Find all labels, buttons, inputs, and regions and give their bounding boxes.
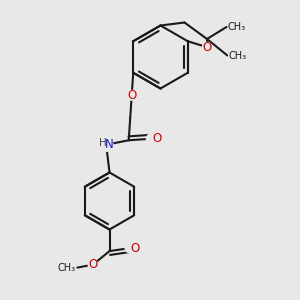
Text: CH₃: CH₃ xyxy=(228,22,246,32)
Text: O: O xyxy=(127,89,136,102)
Text: CH₃: CH₃ xyxy=(58,262,76,273)
Text: H: H xyxy=(99,138,107,148)
Circle shape xyxy=(127,90,136,100)
Text: CH₃: CH₃ xyxy=(229,50,247,61)
Circle shape xyxy=(125,243,135,253)
Text: O: O xyxy=(203,41,212,54)
Text: O: O xyxy=(152,132,161,145)
Circle shape xyxy=(100,138,113,151)
Text: O: O xyxy=(131,242,140,255)
Circle shape xyxy=(146,134,156,143)
Circle shape xyxy=(202,42,212,52)
Circle shape xyxy=(88,260,98,269)
Text: N: N xyxy=(105,138,114,151)
Text: O: O xyxy=(88,258,98,271)
